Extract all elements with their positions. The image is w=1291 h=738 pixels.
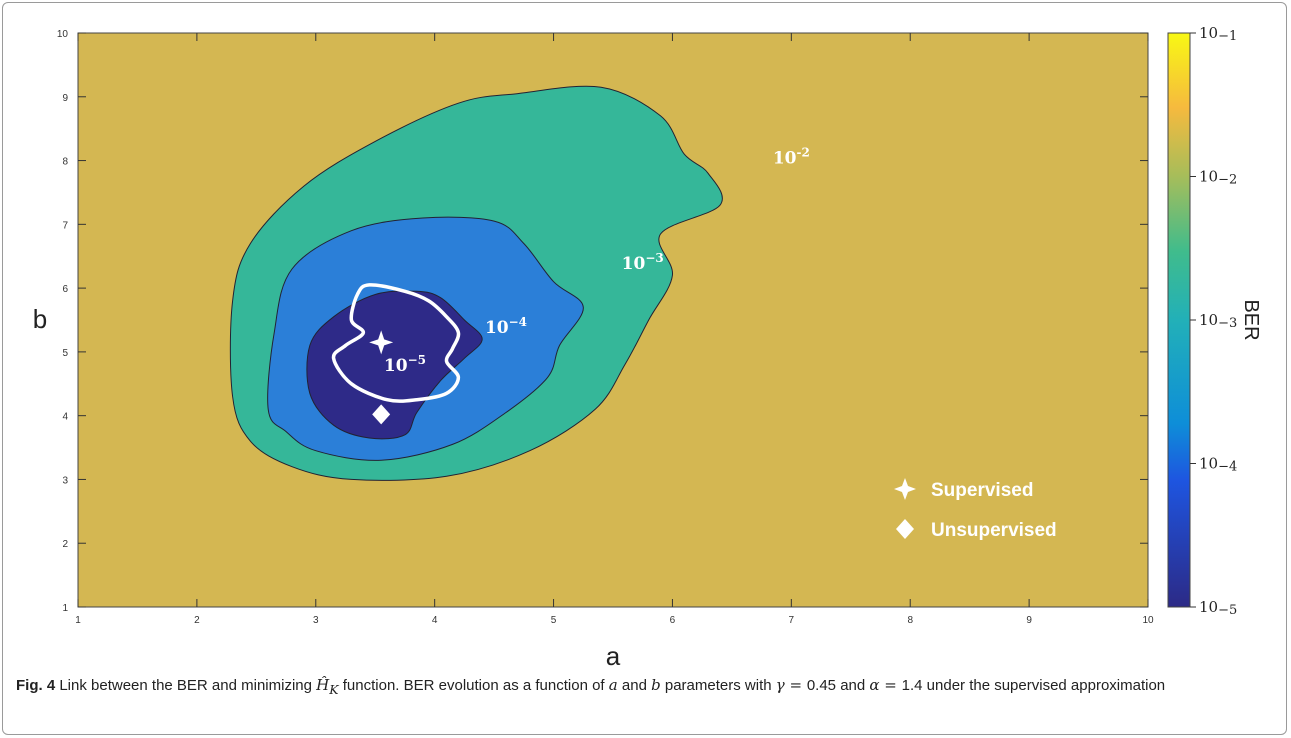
- x-tick-label: 9: [1026, 615, 1032, 626]
- unsupervised-point: [372, 404, 391, 425]
- colorbar-tick-label: 10−1: [1199, 24, 1237, 44]
- colorbar-label: BER: [1240, 299, 1262, 340]
- contour-label: 10−5: [384, 353, 426, 376]
- caption-text-2: function. BER evolution as a function of: [338, 677, 609, 694]
- contour-regions: [229, 85, 723, 481]
- x-tick-label: 2: [194, 615, 200, 626]
- y-tick-label: 5: [62, 348, 68, 359]
- y-tick-label: 3: [62, 475, 68, 486]
- legend: Supervised Unsupervised: [894, 478, 1057, 541]
- var-a: a: [608, 676, 618, 694]
- colorbar-ticks: 10−1 10−2 10−3 10−4 10−5: [1190, 24, 1237, 618]
- figure-caption: Fig. 4 Link between the BER and minimizi…: [16, 674, 1271, 701]
- caption-text-3: and: [617, 677, 652, 694]
- colorbar: 10−1 10−2 10−3 10−4 10−5 BER: [1167, 24, 1262, 618]
- colorbar-gradient: [1167, 32, 1191, 608]
- x-tick-label: 10: [1142, 615, 1154, 626]
- caption-text-5: and: [836, 677, 870, 694]
- y-axis-label: b: [33, 304, 47, 334]
- plot-border: [77, 32, 1149, 608]
- alpha-expr: α =: [869, 676, 902, 694]
- x-tick-label: 3: [313, 615, 319, 626]
- y-tick-label: 1: [62, 603, 68, 614]
- alpha-value: 1.4: [901, 677, 923, 694]
- region-1e-5: [306, 290, 483, 440]
- y-tick-label: 4: [62, 412, 68, 423]
- legend-label-unsupervised: Unsupervised: [931, 520, 1057, 541]
- legend-diamond-icon: [896, 519, 914, 539]
- gamma-value: 0.45: [806, 677, 837, 694]
- y-tick-label: 8: [62, 157, 68, 168]
- hk-symbol: ĤK: [316, 676, 339, 697]
- caption-text-4: parameters with: [660, 677, 776, 694]
- colorbar-tick-label: 10−4: [1199, 455, 1237, 475]
- x-tick-label: 4: [432, 615, 438, 626]
- colorbar-tick-label: 10−2: [1199, 168, 1237, 188]
- contour-labels: 10-2 10−3 10−4 10−5: [384, 146, 810, 376]
- var-b: b: [651, 676, 661, 694]
- colorbar-tick-label: 10−5: [1199, 598, 1237, 618]
- contour-label: 10−4: [485, 315, 527, 338]
- y-tick-label: 6: [62, 284, 68, 295]
- y-tick-label: 9: [62, 93, 68, 104]
- figure-label: Fig. 4: [16, 677, 56, 694]
- colorbar-tick-label: 10−3: [1199, 311, 1237, 331]
- gamma-expr: γ =: [775, 676, 807, 694]
- contour-chart: 10-2 10−3 10−4 10−5 1 2 3 4 5 6 7 8 9 10 1 2 3 4 5 6 7 8 9 10…: [33, 24, 1262, 671]
- x-axis-ticks: 1 2 3 4 5 6 7 8 9 10: [75, 33, 1154, 626]
- hk-subscript: K: [329, 682, 339, 697]
- x-tick-label: 5: [551, 615, 557, 626]
- y-tick-label: 10: [57, 29, 69, 40]
- x-axis-label: a: [606, 641, 621, 671]
- x-tick-label: 1: [75, 615, 81, 626]
- contour-label: 10−3: [622, 251, 664, 274]
- y-axis-ticks: 1 2 3 4 5 6 7 8 9 10: [57, 29, 1148, 614]
- legend-star-icon: [894, 478, 916, 500]
- x-tick-label: 6: [670, 615, 676, 626]
- caption-text-1: Link between the BER and minimizing: [55, 677, 317, 694]
- x-tick-label: 8: [907, 615, 913, 626]
- y-tick-label: 7: [62, 220, 68, 231]
- point-markers: [369, 330, 394, 425]
- legend-label-supervised: Supervised: [931, 480, 1033, 501]
- contour-label: 10-2: [773, 146, 810, 169]
- y-tick-label: 2: [62, 539, 68, 550]
- hk-letter: Ĥ: [316, 676, 330, 694]
- x-tick-label: 7: [789, 615, 795, 626]
- supervised-point: [369, 330, 394, 355]
- minimum-contour-line: [331, 283, 461, 403]
- caption-text-6: under the supervised approximation: [922, 677, 1166, 694]
